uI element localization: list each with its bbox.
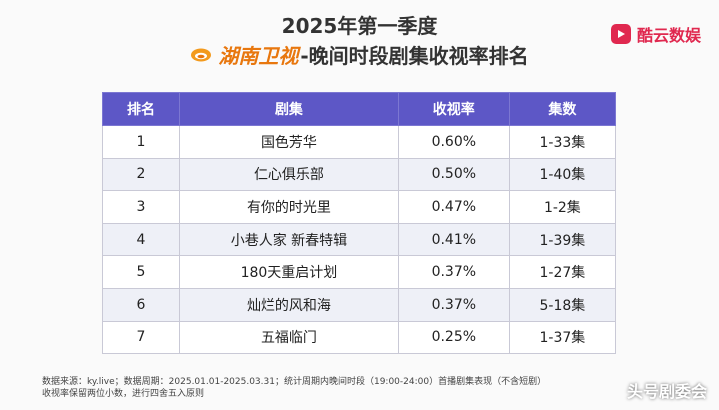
- brand-name: 酷云数娱: [636, 26, 701, 45]
- column-header-drama: 剧集: [179, 92, 399, 126]
- table-row: 1 国色芳华 0.60% 1-33集: [101, 125, 617, 159]
- footnote-source: 数据来源：ky.live；数据周期：2025.01.01-2025.03.31；…: [42, 377, 547, 387]
- table-row: 2 仁心俱乐部 0.50% 1-40集: [101, 157, 617, 192]
- cell-drama: 有你的时光里: [179, 190, 399, 224]
- cell-episodes: 1-2集: [508, 190, 617, 224]
- ratings-table: 排名 剧集 收视率 集数 1 国色芳华 0.60% 1-33集 2 仁心俱乐部 …: [101, 92, 617, 355]
- cell-drama: 180天重启计划: [179, 255, 399, 289]
- column-header-rating: 收视率: [397, 92, 510, 126]
- cell-rating: 0.60%: [397, 125, 510, 159]
- cell-rating: 0.37%: [397, 255, 510, 289]
- page-title: 2025年第一季度: [281, 14, 438, 38]
- cell-rating: 0.50%: [397, 157, 510, 192]
- table-row: 6 灿烂的风和海 0.37% 5-18集: [101, 287, 617, 322]
- column-header-episodes: 集数: [508, 92, 617, 126]
- cell-episodes: 1-40集: [508, 157, 617, 192]
- footnote-rounding: 收视率保留两位小数，进行四舍五入原则: [42, 389, 205, 399]
- cell-drama: 国色芳华: [179, 125, 399, 159]
- cell-drama: 灿烂的风和海: [179, 287, 399, 322]
- hunan-tv-logo-icon: [191, 48, 212, 61]
- cell-episodes: 1-27集: [508, 255, 617, 289]
- cell-rank: 7: [101, 320, 181, 355]
- cell-rank: 5: [101, 255, 181, 289]
- cell-rank: 4: [101, 222, 181, 257]
- cell-rank: 2: [101, 157, 181, 192]
- table-row: 5 180天重启计划 0.37% 1-27集: [101, 255, 617, 289]
- cell-rank: 1: [101, 125, 181, 159]
- cell-rank: 3: [101, 190, 181, 224]
- cell-drama: 仁心俱乐部: [179, 157, 399, 192]
- cell-episodes: 1-33集: [508, 125, 617, 159]
- watermark: 头号剧委会: [626, 382, 707, 401]
- cell-rating: 0.25%: [397, 320, 510, 355]
- table-row: 4 小巷人家 新春特辑 0.41% 1-39集: [101, 222, 617, 257]
- cell-rating: 0.47%: [397, 190, 510, 224]
- table-row: 3 有你的时光里 0.47% 1-2集: [101, 190, 617, 224]
- cell-rating: 0.41%: [397, 222, 510, 257]
- cell-drama: 小巷人家 新春特辑: [179, 222, 399, 257]
- table-header-row: 排名 剧集 收视率 集数: [101, 92, 617, 126]
- column-header-rank: 排名: [101, 92, 181, 126]
- brand-logo: 酷云数娱: [610, 22, 701, 46]
- cell-episodes: 1-37集: [508, 320, 617, 355]
- footnote: 数据来源：ky.live；数据周期：2025.01.01-2025.03.31；…: [42, 376, 546, 400]
- table-row: 7 五福临门 0.25% 1-37集: [101, 320, 617, 355]
- cell-episodes: 1-39集: [508, 222, 617, 257]
- cell-episodes: 5-18集: [508, 287, 617, 322]
- play-icon: [610, 24, 631, 44]
- page-subtitle: 湖南卫视 -晚间时段剧集收视率排名: [0, 40, 719, 69]
- cell-rating: 0.37%: [397, 287, 510, 322]
- cell-drama: 五福临门: [179, 320, 399, 355]
- cell-rank: 6: [101, 287, 181, 322]
- channel-name: 湖南卫视: [218, 44, 299, 68]
- subtitle-text: -晚间时段剧集收视率排名: [300, 44, 529, 68]
